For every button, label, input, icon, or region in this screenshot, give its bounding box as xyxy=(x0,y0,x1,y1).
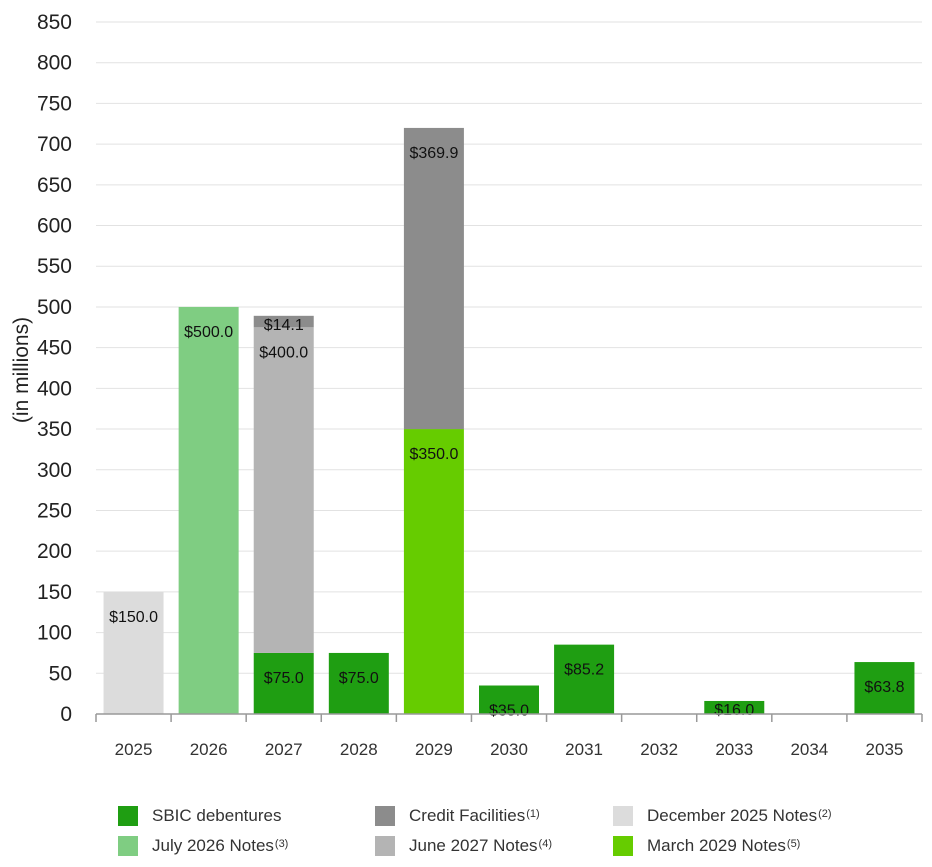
legend-item-dec2025: December 2025 Notes (2) xyxy=(613,806,832,826)
x-tick-label: 2033 xyxy=(715,740,753,759)
x-tick-label: 2028 xyxy=(340,740,378,759)
x-tick-label: 2027 xyxy=(265,740,303,759)
y-axis-ticks: 0 50 100 150 200 250 300 350 400 450 500 550 600 650 7… xyxy=(37,11,72,726)
x-axis xyxy=(95,713,923,722)
data-label: $75.0 xyxy=(339,670,379,687)
y-tick-label: 850 xyxy=(37,11,72,34)
data-label: $14.1 xyxy=(264,317,304,334)
data-label: $35.0 xyxy=(489,703,529,720)
y-tick-label: 650 xyxy=(37,174,72,197)
data-label: $85.2 xyxy=(564,662,604,679)
y-tick-label: 200 xyxy=(37,540,72,563)
y-tick-label: 150 xyxy=(37,581,72,604)
bar-segment-sbic xyxy=(479,685,539,714)
x-axis-ticks: 2025 2026 2027 2028 2029 2030 2031 2032 2033 2034… xyxy=(115,740,904,759)
y-tick-label: 750 xyxy=(37,92,72,115)
bar-segment-sbic xyxy=(253,652,314,714)
bar-segment-jul2026 xyxy=(178,306,239,714)
legend-item-jul2026: July 2026 Notes (3) xyxy=(118,836,288,856)
legend-item-sbic: SBIC debentures xyxy=(118,806,281,826)
bar-segment-sbic xyxy=(554,644,615,714)
y-tick-label: 600 xyxy=(37,215,72,238)
data-labels: $150.0 $500.0 $75.0 $400.0 $14.1 $75.0 $350.0 $… xyxy=(109,145,904,720)
y-axis-title: (in millions) xyxy=(10,317,33,423)
bar-segment-credit xyxy=(403,127,464,430)
legend: SBIC debentures Credit Facilities (1) Decem… xyxy=(118,806,918,866)
legend-label: SBIC debentures xyxy=(152,806,282,825)
legend-label: June 2027 Notes xyxy=(409,836,538,855)
x-tick-label: 2034 xyxy=(790,740,828,759)
x-tick-label: 2035 xyxy=(866,740,904,759)
legend-item-mar2029: March 2029 Notes (5) xyxy=(613,836,800,856)
legend-footnote: (2) xyxy=(818,808,832,820)
legend-item-jun2027: June 2027 Notes (4) xyxy=(375,836,552,856)
bar-segment-dec2025 xyxy=(103,591,164,714)
legend-label: July 2026 Notes xyxy=(152,836,274,855)
bar-segment-sbic xyxy=(328,652,389,714)
y-tick-label: 50 xyxy=(49,662,72,685)
data-label: $16.0 xyxy=(714,702,754,719)
legend-label: December 2025 Notes xyxy=(647,806,818,825)
legend-footnote: (4) xyxy=(538,838,552,850)
data-label: $400.0 xyxy=(259,344,308,361)
x-tick-label: 2029 xyxy=(415,740,453,759)
data-label: $369.9 xyxy=(409,145,458,162)
x-tick-label: 2032 xyxy=(640,740,678,759)
x-tick-label: 2030 xyxy=(490,740,528,759)
y-tick-label: 500 xyxy=(37,296,72,319)
legend-item-credit: Credit Facilities (1) xyxy=(375,806,540,826)
bar-segment-sbic xyxy=(854,662,915,714)
y-tick-label: 450 xyxy=(37,337,72,360)
data-label: $350.0 xyxy=(409,446,458,463)
legend-swatch xyxy=(118,806,138,826)
legend-swatch xyxy=(118,836,138,856)
y-tick-label: 300 xyxy=(37,459,72,482)
legend-footnote: (1) xyxy=(526,808,540,820)
y-tick-label: 400 xyxy=(37,377,72,400)
debt-maturity-chart: 0 50 100 150 200 250 300 350 400 450 500 550 600 650 7… xyxy=(10,11,923,759)
legend-swatch xyxy=(375,806,395,826)
bar-segment-sbic xyxy=(704,700,765,714)
bar-segment-mar2029 xyxy=(403,429,464,714)
y-tick-label: 800 xyxy=(37,52,72,75)
bars xyxy=(103,127,915,714)
x-tick-label: 2026 xyxy=(190,740,228,759)
x-tick-label: 2025 xyxy=(115,740,153,759)
bar-segment-jun2027 xyxy=(253,327,314,653)
bar-segment-credit xyxy=(253,315,314,328)
legend-swatch xyxy=(613,836,633,856)
y-tick-label: 350 xyxy=(37,418,72,441)
y-tick-label: 700 xyxy=(37,133,72,156)
legend-label: March 2029 Notes xyxy=(647,836,786,855)
data-label: $150.0 xyxy=(109,609,158,626)
y-tick-label: 250 xyxy=(37,499,72,522)
data-label: $63.8 xyxy=(864,679,904,696)
data-label: $500.0 xyxy=(184,324,233,341)
data-label: $75.0 xyxy=(264,670,304,687)
y-tick-label: 0 xyxy=(60,703,72,726)
x-tick-label: 2031 xyxy=(565,740,603,759)
legend-swatch xyxy=(375,836,395,856)
legend-swatch xyxy=(613,806,633,826)
y-tick-label: 100 xyxy=(37,622,72,645)
legend-label: Credit Facilities xyxy=(409,806,526,825)
legend-footnote: (5) xyxy=(786,838,801,850)
y-tick-label: 550 xyxy=(37,255,72,278)
legend-footnote: (3) xyxy=(274,838,289,850)
